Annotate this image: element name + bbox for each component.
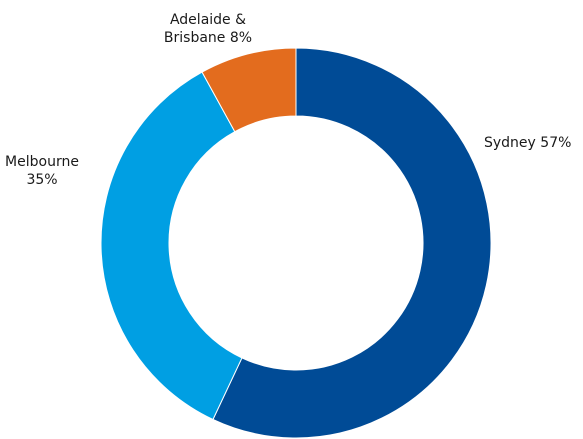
slice-label-line: 35% [26,172,57,188]
slice-label-line: Brisbane 8% [164,30,252,46]
donut-slice [100,71,243,421]
slice-label: Adelaide & Brisbane 8% [164,12,252,46]
slice-label-line: Melbourne [5,154,79,170]
donut-slice [212,47,492,439]
slice-label: Melbourne 35% [5,154,79,188]
donut-slice [201,47,297,133]
slice-label-line: Adelaide & [170,12,246,28]
slice-label-line: Sydney 57% [484,135,571,151]
slice-labels: Sydney 57% Melbourne 35% Adelaide & Brisbane… [5,12,571,188]
slice-label: Sydney 57% [484,135,571,151]
donut-slices [100,47,492,439]
